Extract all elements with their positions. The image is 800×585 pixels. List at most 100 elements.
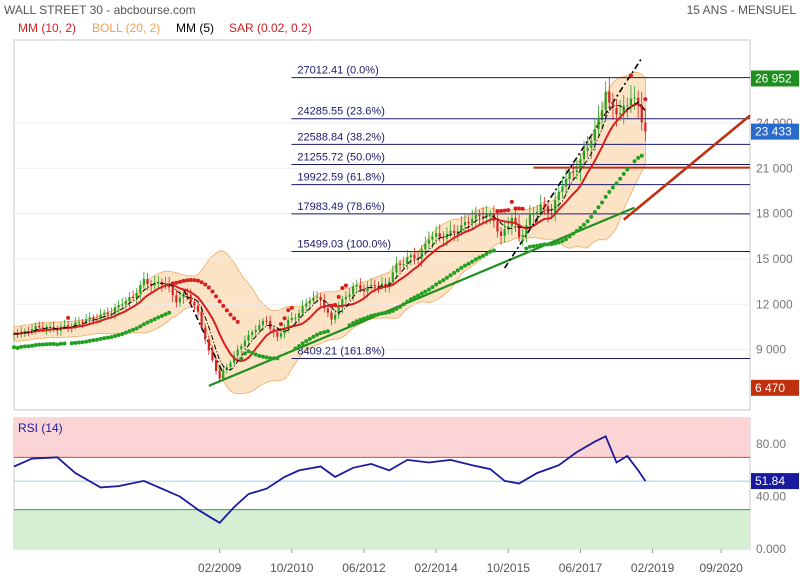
- candle: [214, 357, 218, 375]
- candle: [352, 282, 355, 302]
- candle-body: [409, 255, 412, 258]
- x-tick-label: 02/2014: [414, 561, 458, 575]
- candle-body: [182, 293, 185, 298]
- sar-dot: [398, 304, 403, 309]
- candle-body: [106, 312, 109, 315]
- rsi-oversold-zone: [14, 509, 750, 549]
- rsi-y-axis: 80.00 40.00 0.000 51.84: [751, 437, 799, 556]
- sar-dot: [589, 214, 594, 219]
- candle-body: [608, 91, 611, 103]
- sar-dot: [343, 283, 348, 288]
- candle: [579, 153, 582, 182]
- candle-body: [124, 301, 127, 305]
- candle: [247, 330, 250, 345]
- rsi-line: [13, 435, 647, 524]
- sar-dot: [268, 356, 273, 361]
- candle: [391, 265, 394, 286]
- candle: [507, 217, 510, 235]
- candle-body: [63, 325, 66, 327]
- sar-dot: [271, 356, 276, 361]
- candle: [334, 309, 337, 324]
- candle: [131, 290, 135, 301]
- sar-dot: [495, 209, 500, 214]
- sar-dot: [405, 299, 410, 304]
- sar-dot: [69, 341, 74, 346]
- sar-dot: [553, 241, 558, 246]
- sar-dot: [282, 316, 287, 321]
- candle: [528, 205, 532, 230]
- candle-body: [644, 122, 647, 132]
- candle-body: [586, 147, 589, 151]
- sar-dot: [293, 346, 298, 351]
- sar-dot: [607, 189, 612, 194]
- sar-dot: [206, 285, 211, 290]
- candle-body: [146, 278, 149, 285]
- sar-dot: [188, 278, 193, 283]
- sar-dot: [221, 303, 226, 308]
- candle: [77, 316, 81, 327]
- sar-dot: [311, 334, 316, 339]
- rsi-zones: [14, 418, 750, 549]
- sar-dot: [466, 261, 471, 266]
- candle: [384, 278, 387, 293]
- sar-dot: [66, 315, 71, 320]
- candle: [258, 319, 261, 334]
- sar-dot: [347, 323, 352, 328]
- candle: [427, 231, 430, 249]
- candle-body: [348, 294, 351, 297]
- candle: [460, 216, 463, 236]
- candle: [290, 312, 293, 323]
- candle: [236, 345, 239, 360]
- candle: [48, 322, 52, 333]
- candle: [514, 210, 517, 232]
- candle-body: [218, 370, 221, 379]
- sar-dot: [315, 332, 320, 337]
- candle: [626, 97, 629, 119]
- candle: [532, 207, 535, 224]
- candle-body: [110, 313, 113, 315]
- sar-dot: [340, 285, 345, 290]
- candle-body: [290, 317, 293, 321]
- sar-dot: [307, 336, 312, 341]
- candle-body: [323, 300, 326, 309]
- sar-dot: [636, 155, 641, 160]
- sar-dot: [426, 287, 431, 292]
- sar-dot: [484, 251, 489, 256]
- candle-body: [637, 97, 640, 105]
- sar-dot: [55, 342, 60, 347]
- candle: [157, 275, 160, 289]
- candle-body: [344, 296, 348, 300]
- sar-dot: [473, 257, 478, 262]
- candle-body: [546, 206, 550, 214]
- sar-dot: [44, 342, 49, 347]
- sar-dot: [325, 329, 330, 334]
- sar-dot: [506, 208, 511, 213]
- sar-dot: [300, 341, 305, 346]
- price-tags: 26 952 23 433 6 470: [751, 70, 799, 396]
- sar-dot: [134, 326, 139, 331]
- candle: [496, 212, 499, 238]
- candle-body: [196, 305, 200, 312]
- price-tag: 26 952: [751, 70, 799, 87]
- candle-body: [81, 321, 84, 323]
- candle: [406, 250, 409, 270]
- sar-dot: [390, 308, 395, 313]
- candle-body: [406, 257, 409, 264]
- candle-body: [445, 233, 449, 239]
- candle: [153, 275, 156, 290]
- sar-dot: [304, 339, 309, 344]
- sar-dot: [260, 354, 265, 359]
- candle: [110, 307, 113, 318]
- candle-body: [157, 281, 160, 283]
- candle-body: [619, 112, 622, 115]
- candle-body: [67, 325, 70, 328]
- candle: [604, 81, 607, 122]
- sar-dot: [232, 316, 237, 321]
- candle-body: [622, 105, 625, 113]
- candle-body: [121, 304, 124, 306]
- candle-body: [276, 332, 279, 337]
- sar-dot: [361, 316, 366, 321]
- sar-dot: [98, 336, 103, 341]
- price-panel-frame: [13, 39, 751, 411]
- candlesticks: [12, 77, 647, 383]
